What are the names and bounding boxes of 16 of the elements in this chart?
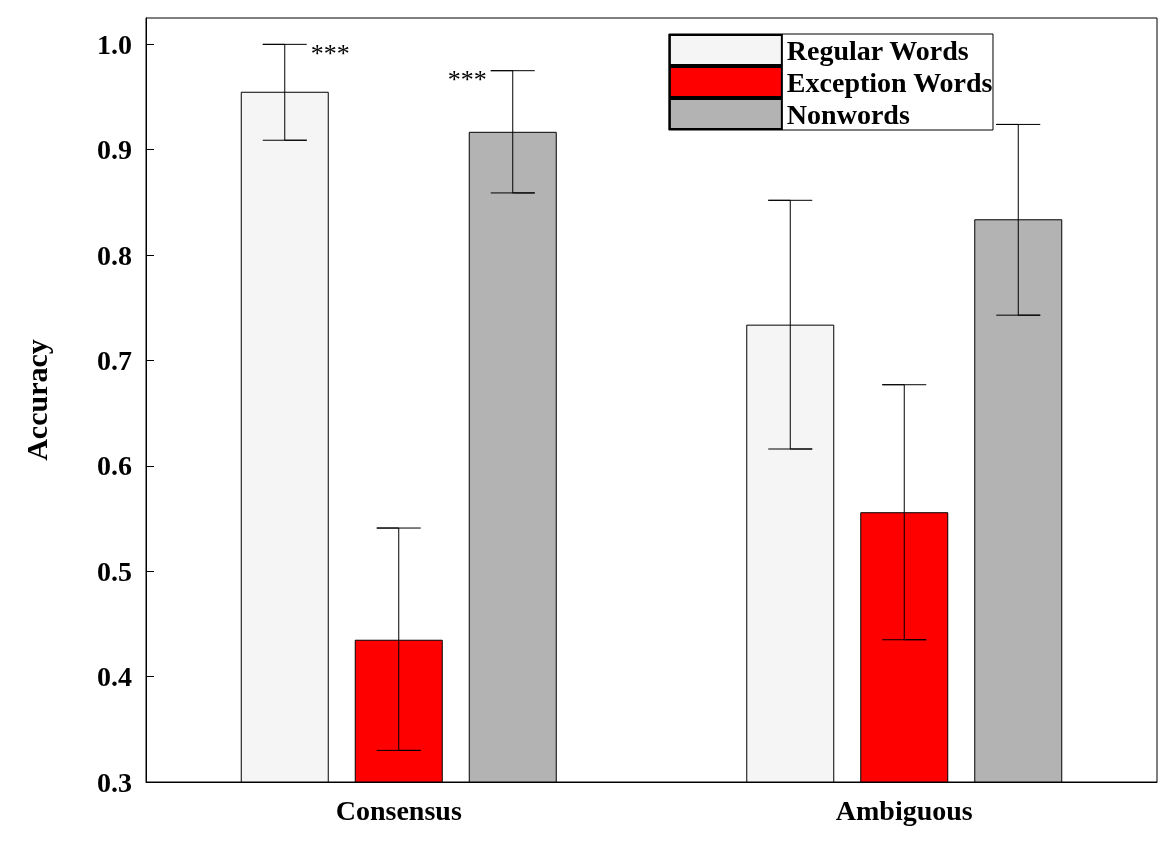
- y-tick-label: 0.7: [97, 344, 132, 376]
- legend-label: Exception Words: [786, 66, 993, 98]
- y-tick-label: 0.6: [97, 450, 132, 482]
- legend-label: Nonwords: [786, 98, 910, 130]
- legend-label: Regular Words: [786, 34, 969, 66]
- y-tick-label: 0.9: [97, 134, 132, 166]
- x-tick-label: Ambiguous: [835, 794, 973, 826]
- y-axis-title: Accuracy: [19, 339, 53, 461]
- y-tick-label: 0.3: [97, 766, 132, 798]
- y-tick-label: 1.0: [97, 28, 132, 60]
- annotation: ***: [310, 39, 350, 69]
- y-tick-label: 0.4: [97, 661, 132, 693]
- annotation: ***: [447, 65, 487, 95]
- y-tick-label: 0.8: [97, 239, 132, 271]
- y-tick-label: 0.5: [97, 555, 132, 587]
- x-tick-label: Consensus: [335, 794, 462, 826]
